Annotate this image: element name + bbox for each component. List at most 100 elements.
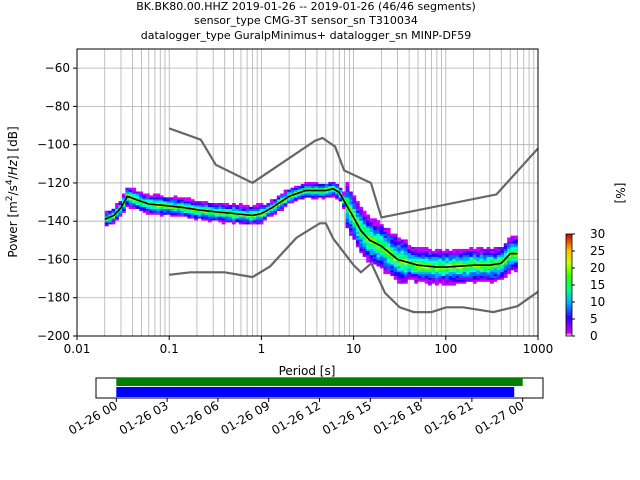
psd-cell: [190, 204, 195, 208]
psd-cell: [431, 260, 436, 263]
psd-cell: [256, 214, 260, 217]
psd-cell: [146, 195, 150, 198]
psd-cell: [146, 197, 150, 200]
psd-cell: [204, 204, 209, 208]
psd-cell: [445, 252, 450, 255]
psd-cell: [355, 218, 360, 221]
psd-cell: [479, 250, 484, 254]
psd-cell: [366, 252, 370, 255]
psd-cell: [115, 214, 119, 217]
psd-cell: [476, 258, 481, 261]
psd-cell: [235, 216, 240, 219]
y-tick-label: −60: [45, 61, 70, 75]
psd-cell: [118, 212, 123, 215]
psd-cell: [455, 281, 460, 284]
psd-cell: [242, 222, 247, 225]
psd-cell: [390, 262, 395, 265]
psd-cell: [190, 199, 195, 202]
psd-cell: [256, 203, 260, 206]
psd-cell: [280, 204, 284, 208]
psd-cell: [311, 195, 315, 198]
psd-cell: [142, 197, 147, 200]
psd-cell: [349, 201, 353, 204]
psd-cell: [345, 216, 350, 219]
psd-cell: [345, 182, 350, 185]
psd-cell: [328, 191, 333, 194]
psd-cell: [273, 201, 278, 204]
psd-cell: [414, 260, 419, 263]
psd-cell: [507, 247, 511, 250]
psd-cell: [166, 199, 171, 202]
psd-cell: [311, 187, 315, 190]
psd-cell: [441, 262, 446, 265]
psd-cell: [462, 266, 467, 269]
psd-cell: [187, 203, 192, 206]
psd-cell: [152, 206, 157, 209]
psd-cell: [383, 229, 388, 232]
psd-cell: [369, 235, 374, 238]
psd-cell: [376, 254, 381, 257]
psd-cell: [407, 245, 412, 248]
psd-cell: [445, 281, 450, 284]
psd-cell: [476, 254, 481, 257]
psd-cell: [283, 204, 288, 208]
psd-cell: [276, 201, 281, 204]
psd-cell: [424, 254, 429, 257]
psd-cell: [214, 216, 219, 219]
psd-cell: [307, 187, 312, 190]
psd-cell: [410, 275, 415, 278]
psd-cell: [362, 214, 367, 217]
psd-cell: [324, 187, 329, 190]
psd-cell: [355, 243, 360, 246]
psd-cell: [201, 201, 205, 204]
psd-cell: [338, 187, 343, 190]
psd-cell: [379, 250, 384, 254]
psd-cell: [269, 199, 274, 202]
psd-cell: [362, 231, 367, 234]
psd-cell: [417, 271, 422, 275]
psd-cell: [259, 218, 264, 221]
psd-cell: [483, 256, 487, 259]
psd-cell: [221, 208, 226, 211]
psd-cell: [163, 212, 167, 215]
psd-cell: [493, 262, 498, 265]
psd-cell: [469, 273, 474, 276]
psd-cell: [431, 281, 436, 284]
psd-cell: [448, 271, 453, 275]
psd-cell: [410, 264, 415, 267]
psd-cell: [366, 216, 370, 219]
psd-cell: [324, 185, 329, 188]
psd-cell: [452, 254, 456, 257]
psd-cell: [290, 191, 295, 194]
psd-cell: [414, 279, 419, 282]
psd-cell: [445, 271, 450, 275]
psd-cell: [201, 203, 205, 206]
psd-cell: [266, 203, 271, 206]
psd-cell: [376, 227, 381, 231]
psd-cell: [435, 281, 439, 284]
psd-cell: [414, 277, 419, 280]
psd-cell: [448, 277, 453, 280]
psd-cell: [335, 191, 339, 194]
psd-cell: [455, 268, 460, 271]
psd-cell: [503, 250, 508, 254]
psd-cell: [359, 227, 364, 231]
psd-cell: [431, 262, 436, 265]
psd-cell: [404, 243, 408, 246]
psd-cell: [228, 220, 233, 223]
psd-cell: [459, 271, 463, 275]
psd-cell: [180, 214, 185, 217]
psd-cell: [390, 243, 395, 246]
psd-cell: [263, 216, 267, 219]
psd-cell: [452, 260, 456, 263]
psd-cell: [421, 279, 425, 282]
psd-cell: [128, 187, 133, 190]
psd-cell: [500, 266, 505, 269]
timeline-tick-label: 01-26 15: [320, 398, 374, 437]
psd-cell: [122, 204, 126, 208]
psd-cell: [125, 189, 130, 192]
psd-cell: [383, 231, 388, 234]
psd-cell: [307, 183, 312, 187]
psd-cell: [362, 252, 367, 255]
psd-cell: [177, 201, 181, 204]
